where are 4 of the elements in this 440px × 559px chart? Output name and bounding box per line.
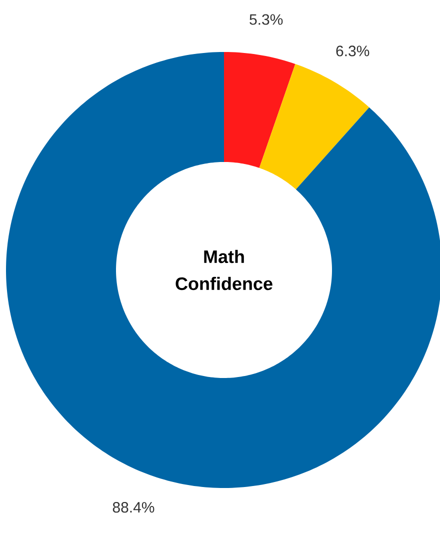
data-label: 88.4% — [112, 502, 154, 513]
data-label: 6.3% — [336, 46, 370, 56]
text: Math Confidence — [176, 250, 272, 290]
data-label: 5.3% — [250, 14, 283, 25]
